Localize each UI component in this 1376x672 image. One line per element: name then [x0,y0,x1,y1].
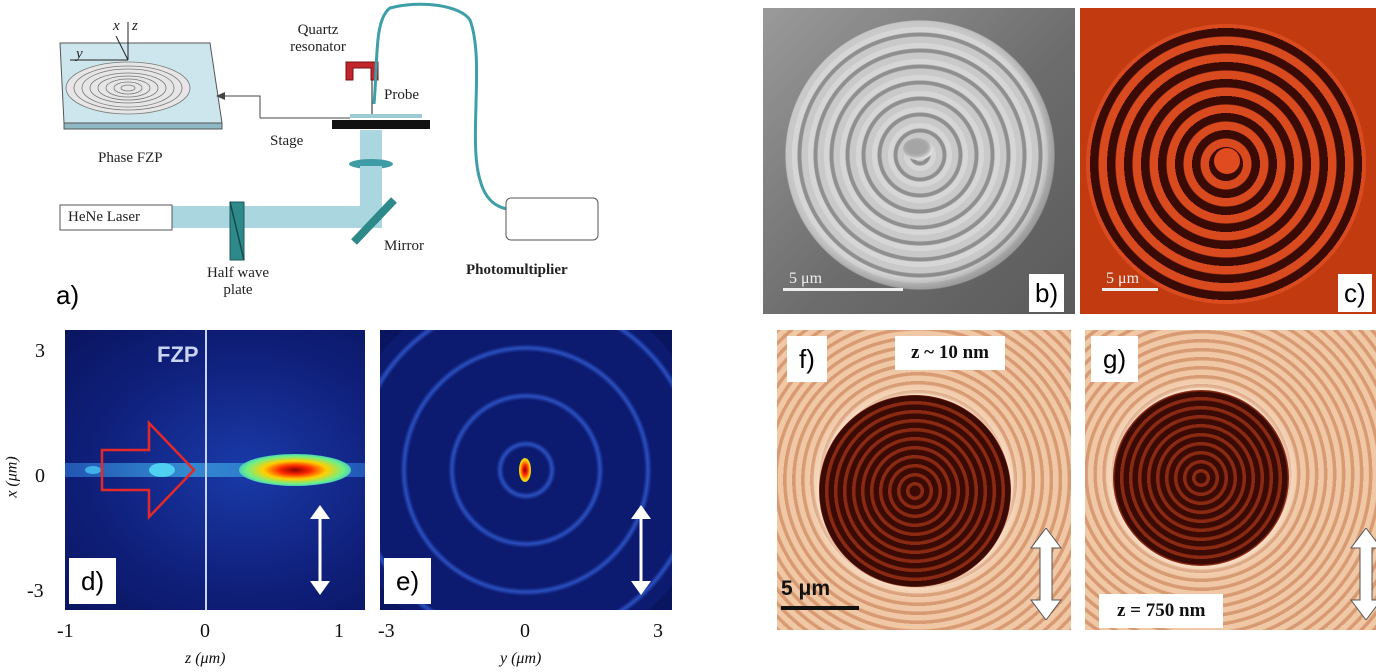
d-ytick-mid: 0 [35,465,45,487]
d-xtick-1: -1 [57,620,74,642]
quartz-resonator-label: Quartz resonator [290,22,346,56]
axis-z-label: z [132,18,138,34]
axis-x-label: x [113,18,120,34]
panel-g-label: g) [1091,336,1139,382]
phase-fzp-label: Phase FZP [98,150,163,166]
d-ytick-bot: -3 [27,580,44,602]
stage-label: Stage [270,133,304,149]
fzp-text: FZP [157,342,199,367]
panel-d-label: d) [69,558,117,604]
photomultiplier-label: Photomultiplier [466,262,568,278]
panel-g-measurement: g) z = 750 nm [1085,330,1376,630]
panel-e-label: e) [384,558,432,604]
axis-y-label: y [76,46,83,62]
fzp-rings [65,61,191,115]
panel-e-simulation: e) [380,330,672,610]
laser-label: HeNe Laser [68,209,141,225]
panel-a: x z y Quartz resonator Probe Stage Phase… [40,0,640,320]
z-text: z ~ 10 nm [895,336,1005,370]
scale-bar [783,288,903,291]
d-ylabel: x (μm) [3,456,21,498]
panel-b-label: b) [1029,274,1065,312]
panel-d-simulation: FZP d) [65,330,365,610]
panel-f-label: f) [787,336,827,382]
z-text: z = 750 nm [1099,594,1224,628]
panel-c-optical-image: 5 μm c) [1080,8,1376,314]
probe-label: Probe [384,87,419,103]
axes-glyph [70,22,129,61]
panel-f-measurement: f) z ~ 10 nm 5 μm [777,330,1071,630]
panel-a-label: a) [50,278,86,312]
half-wave-plate-label: Half wave plate [206,265,270,299]
e-xtick-2: 0 [520,620,530,642]
d-xtick-2: 0 [200,620,210,642]
d-xlabel: z (μm) [185,650,226,667]
e-xtick-1: -3 [378,620,395,642]
d-ytick-top: 3 [35,340,45,362]
panel-b-sem-image: 5 μm b) [763,8,1075,314]
scale-text: 5 μm [1106,270,1140,287]
d-xtick-3: 1 [334,620,344,642]
mirror-label: Mirror [384,238,424,254]
scale-text: 5 μm [781,577,831,600]
setup-schematic [59,2,599,261]
scale-text: 5 μm [789,270,823,287]
panel-c-label: c) [1338,274,1372,312]
e-xtick-3: 3 [653,620,663,642]
e-xlabel: y (μm) [500,650,542,667]
